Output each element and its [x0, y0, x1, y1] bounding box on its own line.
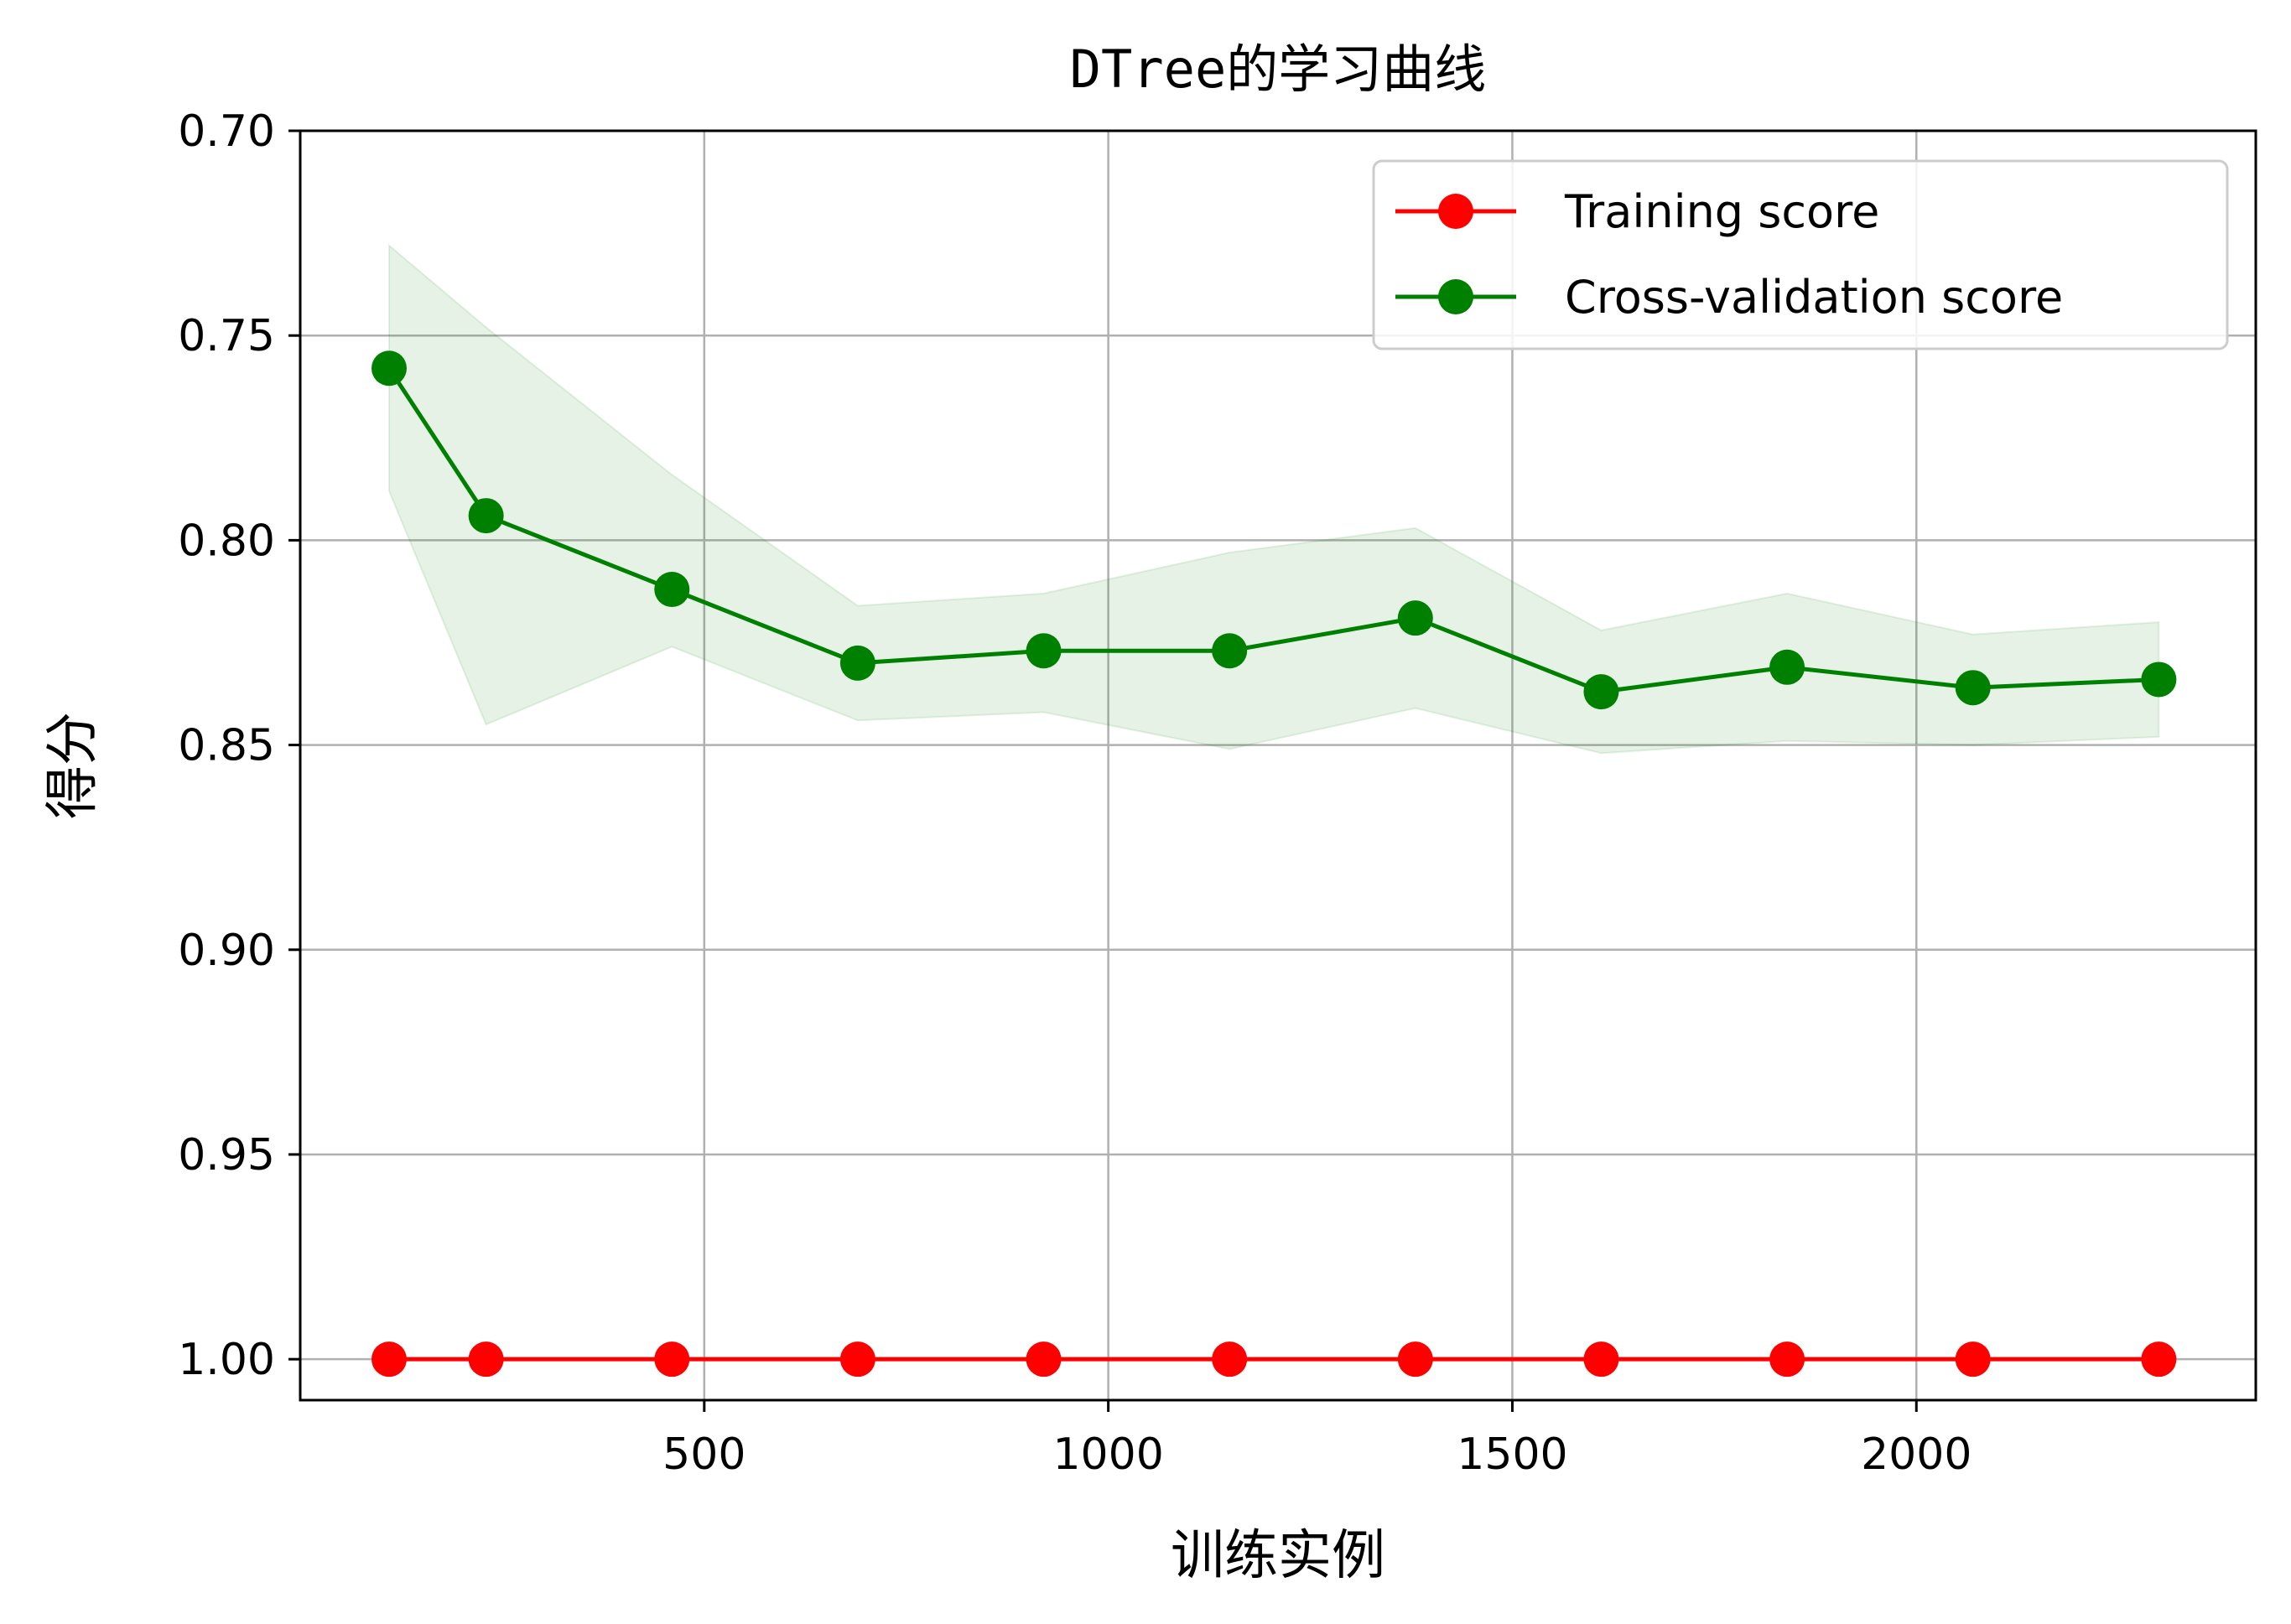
cross-validation-score-point — [371, 350, 407, 387]
y-axis-label: 得分 — [42, 712, 104, 819]
legend-label-cross-validation-score: Cross-validation score — [1565, 271, 2063, 324]
y-tick-label: 0.80 — [178, 516, 275, 566]
cross-validation-score-point — [1212, 633, 1248, 669]
training-score-point — [371, 1341, 407, 1378]
training-score-point — [468, 1341, 504, 1378]
x-tick-label: 500 — [662, 1429, 745, 1480]
legend: Training score Cross-validation score — [1372, 159, 2229, 350]
cross-validation-score-point — [2141, 662, 2177, 698]
training-score-point — [1026, 1341, 1062, 1378]
cv-confidence-band — [388, 243, 2160, 755]
x-axis-ticks: 500 1000 1500 2000 — [662, 1400, 1972, 1480]
cross-validation-score-point — [654, 571, 690, 607]
training-score-point — [1769, 1341, 1805, 1378]
cross-validation-score-point — [1769, 649, 1805, 685]
x-tick-label: 2000 — [1861, 1429, 1972, 1480]
y-tick-label: 1.00 — [178, 1335, 275, 1385]
cross-validation-score-point — [1583, 674, 1619, 710]
plot-frame — [299, 129, 2257, 1402]
y-tick-label: 0.90 — [178, 926, 275, 976]
legend-label-training-score: Training score — [1564, 185, 1879, 238]
x-tick-label: 1000 — [1052, 1429, 1163, 1480]
chart-title: DTree的学习曲线 — [1070, 39, 1487, 100]
cross-validation-score-point — [1397, 600, 1433, 636]
legend-swatch-marker-cross-validation-score — [1438, 279, 1473, 314]
legend-swatch-marker-training-score — [1438, 194, 1473, 229]
training-score-point — [839, 1341, 875, 1378]
y-tick-label: 0.85 — [178, 721, 275, 771]
series-markers — [371, 350, 2177, 1378]
legend-box — [1372, 159, 2229, 350]
cross-validation-score-point — [1026, 633, 1062, 669]
y-axis-ticks: 0.70 0.75 0.80 0.85 0.90 0.95 1.00 — [178, 106, 300, 1385]
x-axis-label: 训练实例 — [1171, 1525, 1385, 1587]
training-score-point — [654, 1341, 690, 1378]
confidence-bands — [388, 243, 2160, 755]
training-score-point — [1583, 1341, 1619, 1378]
legend-items: Training score Cross-validation score — [1395, 185, 2063, 324]
training-score-point — [1397, 1341, 1433, 1378]
cross-validation-score-point — [1955, 670, 1991, 706]
x-tick-label: 1500 — [1457, 1429, 1567, 1480]
training-score-point — [2141, 1341, 2177, 1378]
y-tick-label: 0.75 — [178, 311, 275, 361]
cross-validation-score-point — [839, 645, 875, 681]
y-tick-label: 0.70 — [178, 106, 275, 157]
training-score-point — [1212, 1341, 1248, 1378]
training-score-point — [1955, 1341, 1991, 1378]
cross-validation-score-point — [468, 498, 504, 534]
y-tick-label: 0.95 — [178, 1130, 275, 1180]
